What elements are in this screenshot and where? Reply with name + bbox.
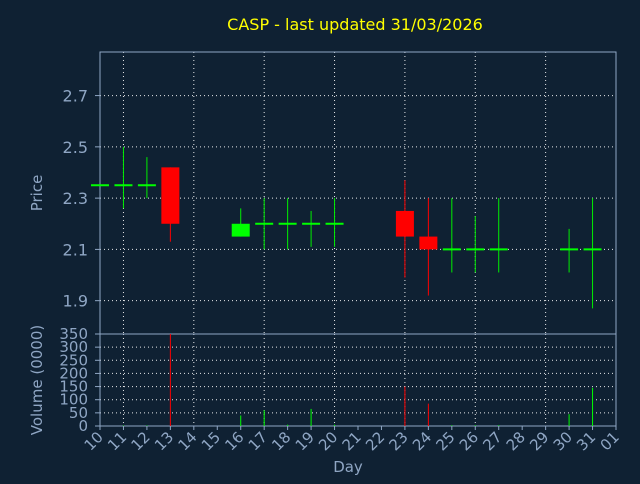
x-tick-label: 28	[503, 428, 529, 454]
volume-ytick-label: 200	[59, 364, 88, 382]
volume-ytick-label: 150	[59, 378, 88, 396]
x-tick-label: 21	[339, 428, 365, 454]
x-tick-label: 30	[550, 428, 576, 454]
x-tick-label: 27	[479, 428, 505, 454]
x-tick-label: 15	[198, 428, 224, 454]
volume-ytick-label: 100	[59, 391, 88, 409]
x-tick-label: 12	[128, 428, 154, 454]
candle-body	[395, 210, 414, 237]
price-ytick-label: 2.5	[63, 138, 88, 157]
x-tick-label: 26	[456, 428, 482, 454]
x-tick-label: 24	[409, 428, 435, 454]
x-tick-label: 20	[315, 428, 341, 454]
price-ytick-label: 1.9	[63, 292, 88, 311]
volume-ytick-label: 250	[59, 351, 88, 369]
x-axis-label: Day	[333, 458, 363, 476]
price-ytick-label: 2.3	[63, 189, 88, 208]
candle-body	[161, 167, 180, 224]
x-tick-label: 22	[362, 428, 388, 454]
volume-axis-label: Volume (0000)	[28, 325, 46, 435]
x-tick-label: 29	[526, 428, 552, 454]
price-ytick-label: 2.1	[63, 240, 88, 259]
grid-lines	[100, 52, 616, 426]
x-tick-label: 01	[597, 428, 623, 454]
x-tick-label: 14	[174, 428, 200, 454]
volume-ytick-label: 50	[69, 404, 88, 422]
price-axis-label: Price	[28, 175, 46, 212]
x-tick-label: 31	[573, 428, 599, 454]
candle-body	[419, 236, 438, 250]
volume-ytick-label: 0	[78, 417, 88, 435]
chart-title: CASP - last updated 31/03/2026	[227, 15, 483, 34]
x-tick-label: 18	[268, 428, 294, 454]
x-tick-label: 23	[386, 428, 412, 454]
x-tick-label: 19	[292, 428, 318, 454]
x-tick-label: 13	[151, 428, 177, 454]
volume-plot-frame	[99, 333, 617, 427]
price-ytick-label: 2.7	[63, 87, 88, 106]
x-tick-label: 25	[432, 428, 458, 454]
candle-body	[231, 223, 250, 237]
volume-ytick-label: 350	[59, 325, 88, 343]
x-tick-label: 16	[221, 428, 247, 454]
x-tick-label: 11	[104, 428, 130, 454]
x-tick-label: 17	[245, 428, 271, 454]
volume-ytick-label: 300	[59, 338, 88, 356]
